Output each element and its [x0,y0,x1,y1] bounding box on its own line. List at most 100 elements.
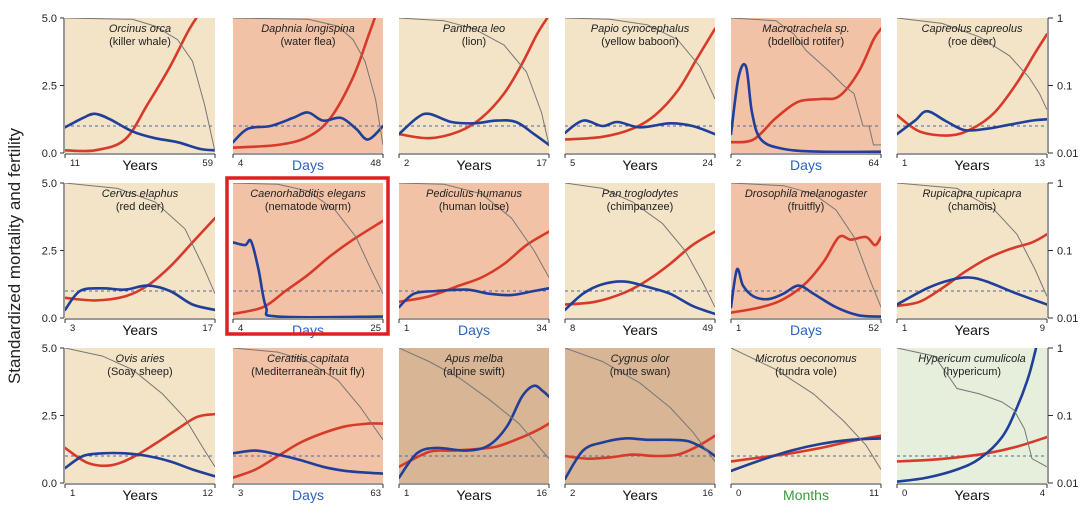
mortality-line [897,233,1047,308]
fertility-line [897,276,1047,306]
left-tick-label: 5.0 [42,13,57,25]
x-tick-label-end: 34 [536,323,547,334]
fertility-line [399,287,549,309]
fertility-line [399,384,549,479]
x-axis-unit-label: Years [122,157,157,173]
right-tick-label: 0.1 [1057,81,1072,93]
x-tick-label-start: 1 [902,158,907,169]
panel-series-caenorhabditis-elegans [233,183,383,318]
fertility-line [565,119,715,136]
common-name: (chamois) [948,201,996,213]
species-name: Daphnia longispina [261,23,355,35]
survivorship-line [565,183,715,308]
x-axis-unit-label: Days [292,157,324,173]
panel-series-ceratitis-capitata [233,348,383,479]
species-name: Drosophila melanogaster [745,188,869,200]
common-name: (chimpanzee) [607,201,674,213]
common-name: (red deer) [116,201,164,213]
panel-background-papio-cynocephalus [565,18,715,153]
common-name: (nematode worm) [265,201,351,213]
right-tick-label: 0.01 [1057,478,1078,490]
left-tick-label: 0.0 [42,148,57,160]
species-name: Capreolus capreolus [922,23,1023,35]
mortality-line [565,230,715,306]
panel-background-ovis-aries [65,348,215,483]
panel-series-capreolus-capreolus [897,18,1047,137]
mortality-line [565,27,715,141]
x-axis-unit-label: Years [954,322,989,338]
fertility-line [233,449,383,475]
x-tick-label-start: 1 [736,323,741,334]
panel-series-orcinus-orca [65,18,215,153]
fertility-line [65,451,215,478]
panel-background-drosophila-melanogaster [731,183,881,318]
x-tick-label-end: 48 [370,158,381,169]
survivorship-line [731,18,881,146]
fertility-line [731,437,881,473]
panel-series-macrotrachela-sp [731,18,881,153]
panel-background-cervus-elaphus [65,183,215,318]
x-tick-label-end: 17 [202,323,213,334]
x-tick-label-end: 12 [202,488,213,499]
panel-series-microtus-oeconomus [731,348,881,473]
panel-series-pan-troglodytes [565,183,715,316]
panel-series-cervus-elaphus [65,183,215,312]
left-tick-label: 2.5 [42,81,57,93]
left-tick-label: 5.0 [42,178,57,190]
panel-series-panthera-leo [399,18,549,147]
right-tick-label: 1 [1057,343,1063,355]
right-tick-label: 0.01 [1057,148,1078,160]
x-tick-label-start: 3 [238,488,243,499]
species-name: Rupicapra rupicapra [922,188,1021,200]
right-tick-label: 0.1 [1057,411,1072,423]
x-axis-unit-label: Years [622,322,657,338]
panel-background-pan-troglodytes [565,183,715,318]
survivorship-line [233,18,383,145]
survivorship-line [731,183,881,308]
species-name: Pediculus humanus [426,188,523,200]
species-name: Cygnus olor [611,353,671,365]
fertility-line [731,267,881,318]
x-tick-label-end: 49 [702,323,713,334]
x-tick-label-end: 63 [370,488,381,499]
fertility-line [65,112,215,152]
survivorship-line [65,18,215,152]
x-tick-label-end: 16 [702,488,713,499]
right-tick-label: 0.1 [1057,246,1072,258]
common-name: (alpine swift) [443,366,505,378]
panel-background-orcinus-orca [65,18,215,153]
right-tick-label: 0.01 [1057,313,1078,325]
common-name: (mute swan) [610,366,671,378]
x-axis-unit-label: Days [292,487,324,503]
panel-background-apus-melba [399,348,549,483]
survivorship-line [897,18,1047,111]
common-name: (killer whale) [109,36,171,48]
x-axis-unit-label: Years [954,157,989,173]
x-tick-label-start: 0 [736,488,741,499]
x-tick-label-end: 17 [536,158,547,169]
common-name: (fruitfly) [788,201,825,213]
fertility-line [65,284,215,312]
x-axis-unit-label: Months [783,487,829,503]
x-axis-unit-label: Years [622,487,657,503]
panel-series-ovis-aries [65,348,215,478]
survivorship-line [233,183,383,294]
x-tick-label-start: 2 [570,488,575,499]
survivorship-line [731,348,881,470]
x-tick-label-end: 16 [536,488,547,499]
mortality-line [897,32,1047,137]
x-tick-label-end: 4 [1040,488,1045,499]
panel-background-pediculus-humanus [399,183,549,318]
fertility-line [399,112,549,147]
survivorship-line [65,183,215,294]
x-tick-label-end: 13 [1034,158,1045,169]
mortality-line [565,434,715,461]
x-tick-label-start: 11 [70,158,80,169]
species-name: Ovis aries [116,353,165,365]
x-axis-unit-label: Days [790,157,822,173]
panel-background-cygnus-olor [565,348,715,483]
common-name: (bdelloid rotifer) [768,36,844,48]
left-tick-label: 5.0 [42,343,57,355]
x-tick-label-end: 59 [202,158,213,169]
left-tick-label: 2.5 [42,246,57,258]
